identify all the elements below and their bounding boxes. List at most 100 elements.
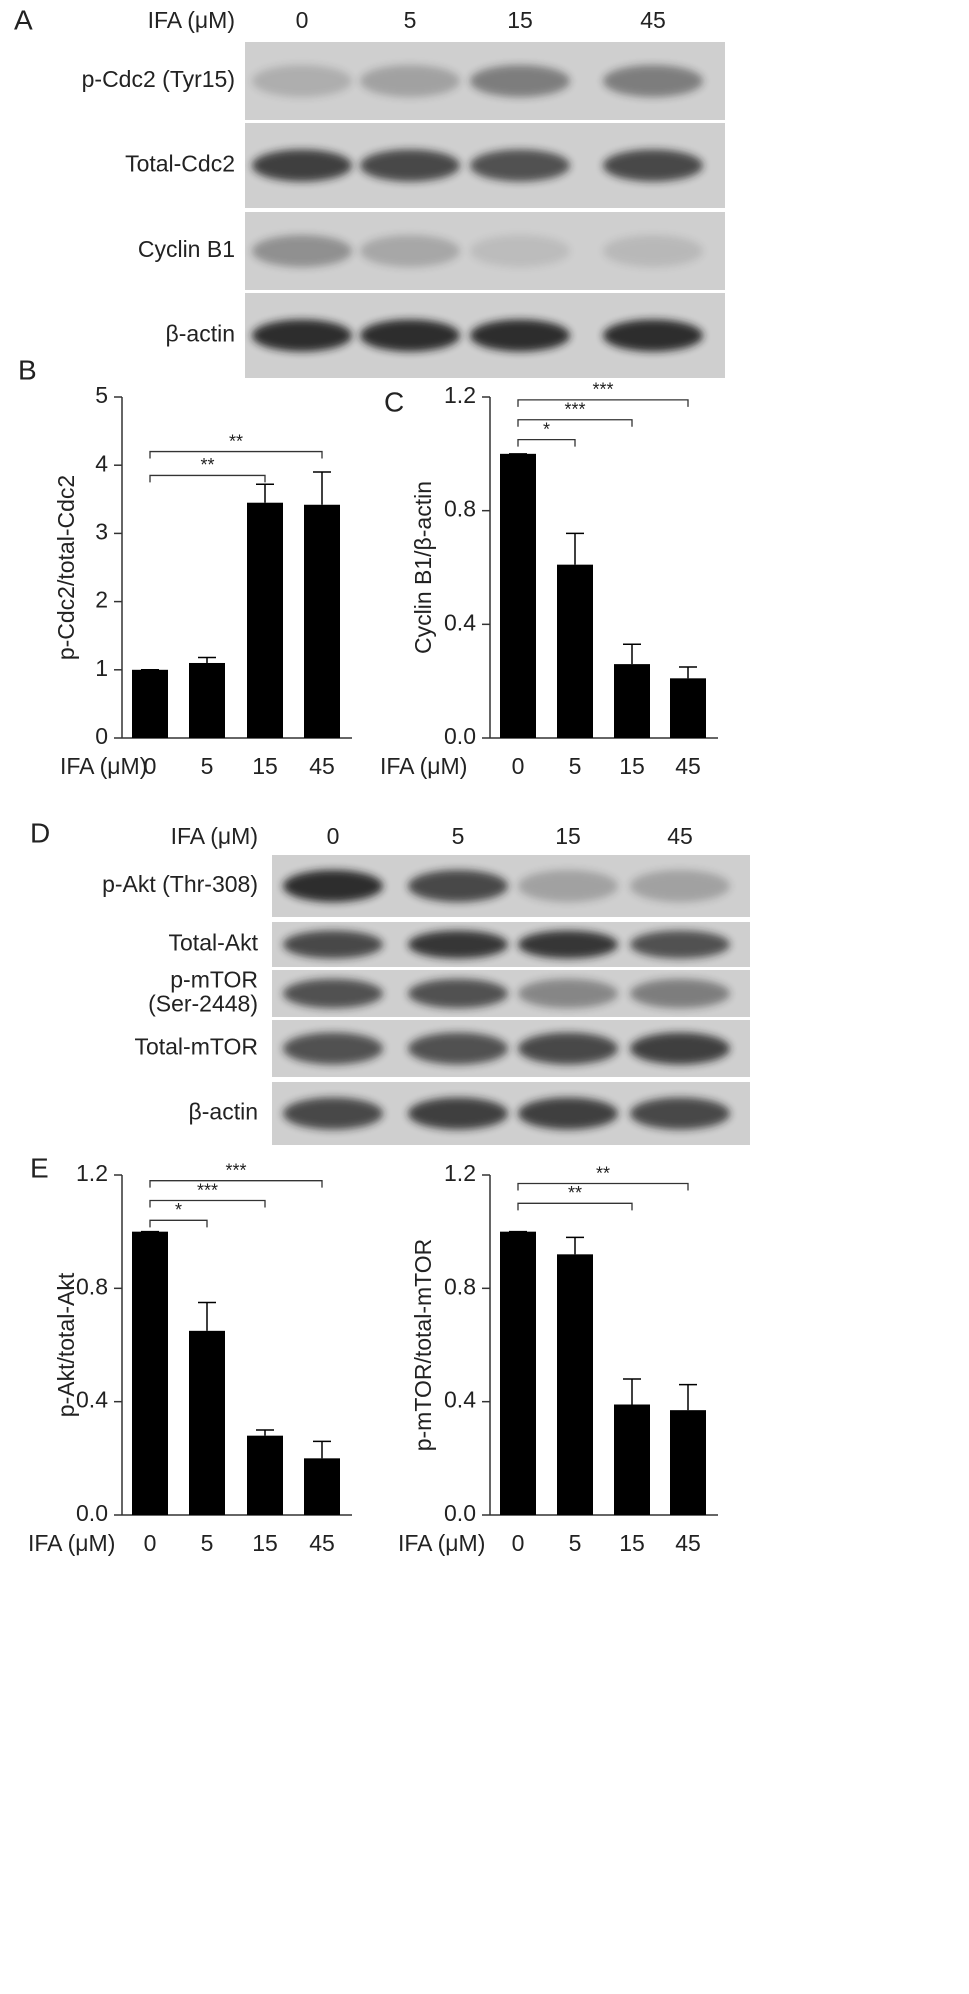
- blot-band: [603, 149, 703, 182]
- x-tick-label: 0: [512, 1530, 525, 1556]
- blot-band: [408, 978, 508, 1009]
- bar: [189, 1330, 225, 1515]
- x-tick-label: 15: [252, 1530, 278, 1556]
- x-tick-label: 45: [309, 753, 335, 779]
- row-label: p-mTOR: [170, 967, 258, 993]
- blot-band: [252, 319, 352, 352]
- significance-bracket: [517, 1182, 689, 1191]
- bar: [500, 1231, 536, 1515]
- significance-label: ***: [564, 399, 585, 419]
- significance-bracket: [517, 1202, 633, 1211]
- y-tick-label: 0.4: [444, 1387, 476, 1413]
- y-tick-label: 0: [95, 723, 108, 749]
- x-tick-label: 15: [252, 753, 278, 779]
- y-tick-label: 0.0: [444, 723, 476, 749]
- bar: [132, 1231, 168, 1515]
- bar: [557, 1254, 593, 1515]
- blot-band: [283, 1097, 383, 1130]
- significance-label: ***: [592, 380, 613, 400]
- row-label: Total-Akt: [169, 930, 259, 956]
- x-tick-label: 0: [144, 1530, 157, 1556]
- blot-band: [408, 930, 508, 959]
- bar: [304, 504, 340, 738]
- blot-band: [630, 930, 730, 959]
- x-tick-label: 5: [569, 753, 582, 779]
- y-axis-label: p-Akt/total-Akt: [53, 1272, 79, 1417]
- blot-band: [518, 1032, 618, 1065]
- bar: [614, 1404, 650, 1515]
- y-tick-label: 2: [95, 587, 108, 613]
- blot-band: [360, 65, 460, 97]
- blot-band: [360, 149, 460, 182]
- bar: [670, 1410, 706, 1515]
- y-tick-label: 1.2: [76, 1160, 108, 1186]
- blot-band: [283, 1032, 383, 1065]
- blot-band: [252, 65, 352, 97]
- x-axis-label: IFA (μM): [398, 1530, 485, 1556]
- blot-band: [630, 870, 730, 902]
- row-label: Total-mTOR: [134, 1034, 258, 1060]
- panel-letter: A: [14, 4, 33, 35]
- bar: [304, 1458, 340, 1515]
- significance-bracket: [517, 399, 689, 407]
- y-tick-label: 0.0: [444, 1500, 476, 1526]
- x-axis-label: IFA (μM): [380, 753, 467, 779]
- significance-label: **: [568, 1183, 582, 1203]
- y-tick-label: 4: [95, 450, 108, 476]
- bar: [557, 564, 593, 738]
- x-tick-label: 45: [309, 1530, 335, 1556]
- panel-letter: C: [384, 386, 404, 417]
- significance-bracket: [517, 438, 576, 447]
- blot-band: [603, 235, 703, 267]
- x-tick-label: 45: [675, 1530, 701, 1556]
- significance-bracket: [149, 1219, 208, 1228]
- significance-label: **: [229, 431, 243, 451]
- blot-header: IFA (μM): [171, 823, 258, 849]
- lane-label: 5: [452, 823, 465, 849]
- blot-header: IFA (μM): [148, 7, 235, 33]
- x-tick-label: 5: [201, 1530, 214, 1556]
- y-tick-label: 1.2: [444, 382, 476, 408]
- row-label: β-actin: [189, 1099, 258, 1125]
- lane-label: 15: [507, 7, 533, 33]
- row-label: β-actin: [166, 321, 235, 347]
- blot-band: [360, 235, 460, 267]
- y-tick-label: 1.2: [444, 1160, 476, 1186]
- y-axis-label: p-Cdc2/total-Cdc2: [53, 475, 79, 660]
- significance-label: **: [596, 1163, 610, 1183]
- blot-band: [283, 930, 383, 959]
- bar: [247, 1435, 283, 1515]
- blot-band: [518, 1097, 618, 1130]
- bar: [189, 662, 225, 738]
- blot-band: [470, 65, 570, 97]
- lane-label: 0: [327, 823, 340, 849]
- lane-label: 0: [296, 7, 309, 33]
- row-label: p-Cdc2 (Tyr15): [82, 66, 235, 92]
- y-tick-label: 0.4: [76, 1387, 108, 1413]
- row-label: Total-Cdc2: [125, 151, 235, 177]
- significance-label: **: [200, 455, 214, 475]
- lane-label: 5: [404, 7, 417, 33]
- panel-letter: B: [18, 354, 37, 385]
- panel-letter: D: [30, 817, 50, 848]
- row-label: Cyclin B1: [138, 236, 235, 262]
- blot-band: [283, 870, 383, 902]
- x-tick-label: 5: [201, 753, 214, 779]
- bar: [132, 669, 168, 738]
- lane-label: 15: [555, 823, 581, 849]
- blot-band: [630, 1032, 730, 1065]
- significance-bracket: [149, 1199, 266, 1208]
- y-tick-label: 0.8: [444, 496, 476, 522]
- blot-band: [252, 235, 352, 267]
- significance-label: ***: [197, 1180, 218, 1200]
- y-tick-label: 0.4: [444, 609, 476, 635]
- significance-bracket: [149, 1180, 323, 1188]
- y-axis-label: Cyclin B1/β-actin: [410, 481, 436, 654]
- bar: [500, 453, 536, 738]
- bar: [670, 678, 706, 738]
- x-tick-label: 45: [675, 753, 701, 779]
- blot-band: [518, 978, 618, 1009]
- x-axis-label: IFA (μM): [28, 1530, 115, 1556]
